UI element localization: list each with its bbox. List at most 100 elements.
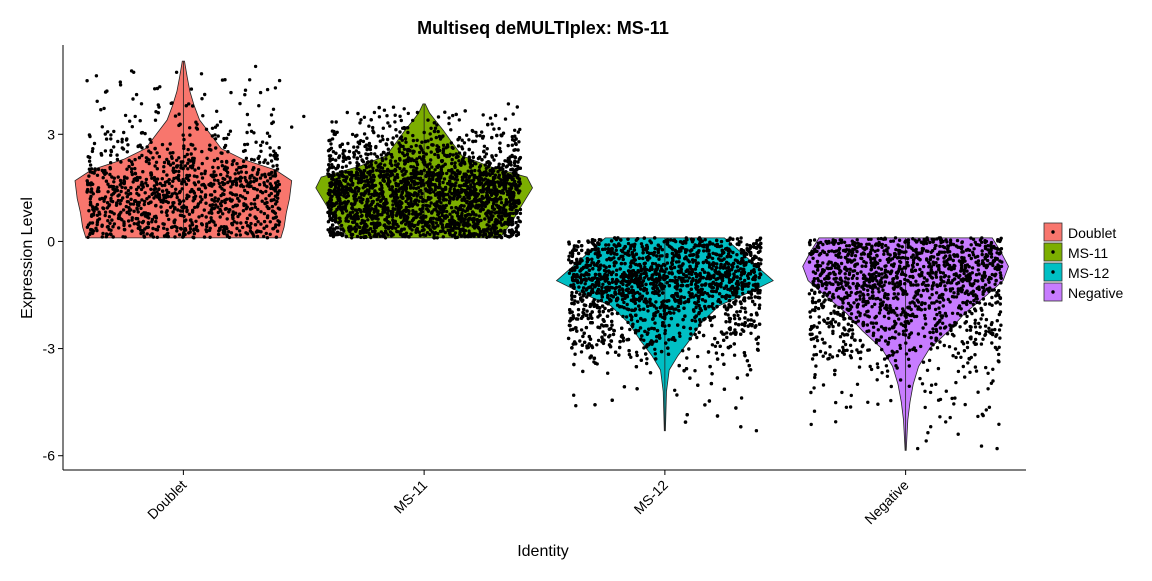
data-point [111, 187, 114, 190]
data-point [139, 207, 142, 210]
data-point [224, 144, 227, 147]
data-point [436, 154, 439, 157]
data-point [352, 155, 355, 158]
data-point [139, 228, 142, 231]
data-point [654, 300, 657, 303]
data-point [244, 203, 247, 206]
data-point [205, 157, 208, 160]
data-point [479, 208, 482, 211]
data-point [97, 168, 100, 171]
data-point [683, 296, 686, 299]
data-point [276, 167, 279, 170]
data-point [145, 160, 148, 163]
data-point [193, 147, 196, 150]
data-point [91, 147, 94, 150]
data-point [144, 191, 147, 194]
data-point [630, 285, 633, 288]
data-point [86, 226, 89, 229]
data-point [147, 222, 150, 225]
data-point [482, 178, 485, 181]
data-point [330, 120, 333, 123]
data-point [200, 190, 203, 193]
data-point [112, 180, 115, 183]
data-point [424, 187, 427, 190]
data-point [329, 142, 332, 145]
data-point [496, 193, 499, 196]
data-point [420, 216, 423, 219]
data-point [342, 201, 345, 204]
data-point [474, 196, 477, 199]
violin-group-ms-11 [316, 102, 533, 239]
data-point [431, 143, 434, 146]
data-point [350, 174, 353, 177]
data-point [222, 193, 225, 196]
data-point [420, 183, 423, 186]
data-point [355, 198, 358, 201]
data-point [387, 152, 390, 155]
data-point [88, 233, 91, 236]
data-point [366, 179, 369, 182]
data-point [465, 223, 468, 226]
data-point [239, 184, 242, 187]
data-point [186, 162, 189, 165]
data-point [140, 102, 143, 105]
data-point [691, 277, 694, 280]
data-point [220, 225, 223, 228]
data-point [478, 175, 481, 178]
data-point [377, 195, 380, 198]
data-point [209, 193, 212, 196]
data-point [355, 167, 358, 170]
data-point [328, 154, 331, 157]
data-point [372, 131, 375, 134]
data-point [217, 166, 220, 169]
data-point [252, 166, 255, 169]
data-point [394, 114, 397, 117]
data-point [518, 219, 521, 222]
data-point [193, 191, 196, 194]
data-point [130, 170, 133, 173]
data-point [413, 224, 416, 227]
data-point [220, 200, 223, 203]
data-point [104, 214, 107, 217]
data-point [496, 206, 499, 209]
data-point [753, 303, 756, 306]
data-point [399, 187, 402, 190]
data-point [395, 214, 398, 217]
data-point [461, 147, 464, 150]
outlier-point [507, 102, 510, 105]
data-point [392, 207, 395, 210]
data-point [375, 226, 378, 229]
data-point [153, 188, 156, 191]
data-point [428, 233, 431, 236]
data-point [407, 212, 410, 215]
data-point [406, 216, 409, 219]
data-point [330, 195, 333, 198]
data-point [440, 160, 443, 163]
data-point [239, 221, 242, 224]
data-point [453, 177, 456, 180]
data-point [348, 225, 351, 228]
data-point [401, 152, 404, 155]
data-point [373, 111, 376, 114]
data-point [393, 196, 396, 199]
data-point [119, 183, 122, 186]
data-point [245, 207, 248, 210]
data-point [188, 133, 191, 136]
data-point [329, 234, 332, 237]
data-point [482, 135, 485, 138]
data-point [99, 108, 102, 111]
data-point [416, 213, 419, 216]
data-point [244, 165, 247, 168]
data-point [231, 193, 234, 196]
data-point [346, 142, 349, 145]
data-point [165, 211, 168, 214]
data-point [515, 212, 518, 215]
data-point [144, 181, 147, 184]
data-point [193, 232, 196, 235]
data-point [201, 114, 204, 117]
data-point [274, 212, 277, 215]
data-point [250, 158, 253, 161]
data-point [492, 200, 495, 203]
data-point [395, 202, 398, 205]
data-point [122, 131, 125, 134]
